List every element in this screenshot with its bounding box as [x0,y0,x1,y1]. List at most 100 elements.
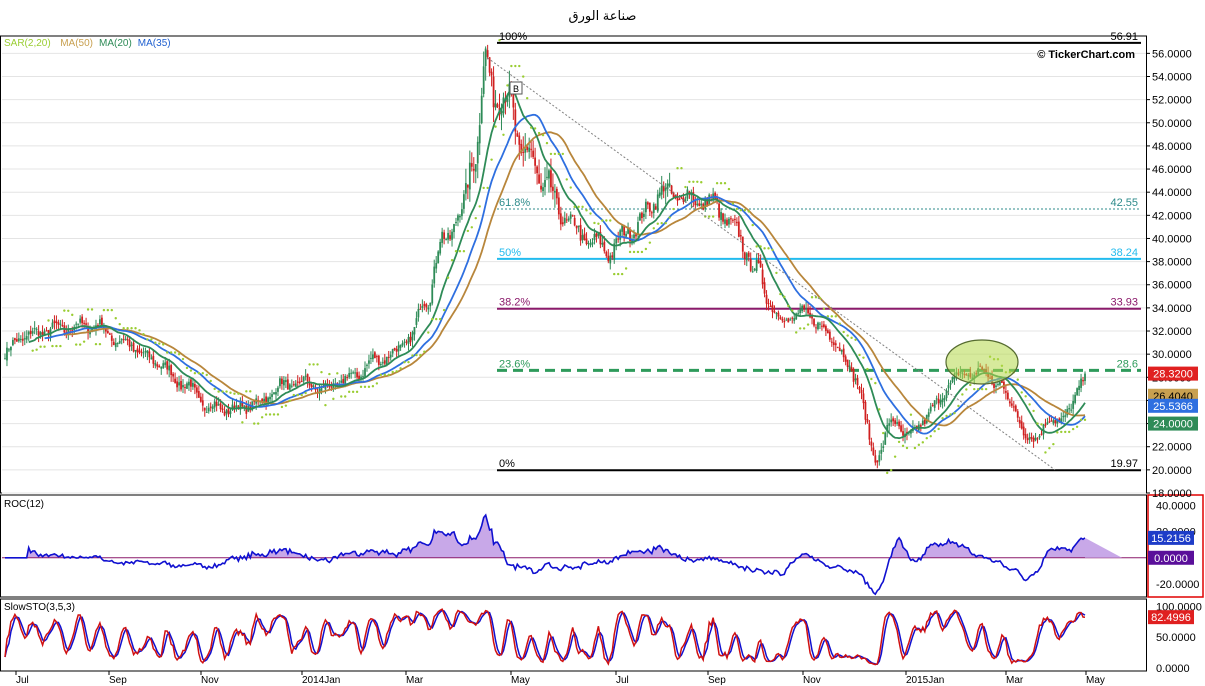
sar-dot [165,351,169,354]
candle-body [108,333,111,335]
candle-body [381,362,384,364]
sar-dot [205,373,208,377]
candle-body [423,303,426,307]
sar-dot [1056,431,1059,434]
candle-body [1074,394,1077,403]
candle-body [209,406,212,408]
price-tick-label: 52.0000 [1152,95,1192,107]
sar-dot [529,126,533,129]
sar-dot [375,382,379,385]
candle-body [1052,420,1055,424]
legend-item: MA(20) [99,38,132,49]
candle-body [997,384,999,386]
candle-body [4,358,6,360]
sar-dot [696,180,699,183]
candle-body [637,222,639,235]
candle-body [162,363,165,368]
candle-body [563,217,566,224]
candle-body [300,381,303,383]
candlesticks [4,44,1086,469]
sar-dot [909,413,913,416]
candle-body [182,385,184,388]
annotations[interactable]: B © TickerChart.com [487,49,1136,471]
candle-body [601,242,604,245]
sar-dot [969,383,972,387]
candle-body [923,419,926,425]
fib-value-label: 19.97 [1110,458,1138,470]
candle-body [330,386,333,388]
legend-item: SAR(2,20) [4,38,51,49]
candle-body [765,294,768,304]
candle-body [43,331,46,335]
candle-body [221,408,224,411]
sar-dot [324,403,327,407]
candle-body [13,338,16,341]
candle-body [350,372,353,374]
candle-body [1080,378,1082,388]
sto-label: SlowSTO(3,5,3) [4,602,75,613]
candle-body [379,364,382,366]
candle-body [842,348,845,358]
candle-body [557,197,560,215]
candle-body [213,401,216,408]
candle-body [528,147,531,152]
candle-body [1016,411,1019,418]
roc-projection [1085,537,1122,558]
sar-dot [616,272,620,276]
sar-dot [162,343,165,346]
candle-body [1064,415,1067,417]
candle-body [700,203,703,206]
candle-body [201,400,204,406]
time-tick-label: Sep [109,675,127,686]
candle-body [793,318,796,321]
fibonacci-levels[interactable]: 100% 56.91 61.8% 42.55 50% 38.24 38.2% 33.93 23.… [497,31,1141,472]
sar-dot [470,226,474,229]
candle-body [235,404,238,408]
candle-body [941,398,944,403]
candle-body [886,424,889,432]
candle-body [755,259,758,271]
candle-body [951,377,954,383]
candle-body [534,157,537,166]
roc-pane[interactable]: ROC(12)40.000020.00000.0000-20.000015.21… [2,499,1199,596]
sar-dot [688,180,691,183]
sar-dot [39,345,42,348]
sar-dot [351,390,355,394]
time-tick-label: Mar [406,675,424,686]
candle-body [892,418,895,422]
sar-dot [937,427,940,431]
sar-dot [419,353,422,357]
candle-body [431,284,434,304]
candle-body [174,378,177,383]
sar-dot [739,209,743,212]
sar-dot [814,296,818,299]
sar-dot [486,186,489,190]
sar-dot [387,373,390,377]
sar-dot [751,223,754,227]
candle-body [844,356,847,362]
candle-body [142,352,145,354]
indicator-legend: SAR(2,20) MA(50) MA(20) MA(35) [4,38,171,49]
ma20-line [28,88,1086,440]
sar-dot [648,241,652,244]
sar-dot [415,353,418,357]
sar-dot [284,404,288,407]
candle-body [1050,420,1053,422]
candle-body [486,50,489,57]
candle-body [71,330,74,332]
sar-dot [581,205,584,209]
sar-dot [783,295,786,299]
candle-body [573,217,576,226]
sar-dot [533,127,537,130]
sar-dot [771,248,774,252]
sar-dot [494,125,497,128]
candle-body [67,329,70,334]
candle-body [648,202,651,212]
slowsto-pane[interactable]: SlowSTO(3,5,3) 100.000050.00000.000082.49… [4,601,1202,675]
sar-dot [197,372,201,375]
candle-body [846,359,849,367]
candle-body [364,368,366,377]
sar-dot [656,222,659,225]
candle-body [261,398,264,401]
